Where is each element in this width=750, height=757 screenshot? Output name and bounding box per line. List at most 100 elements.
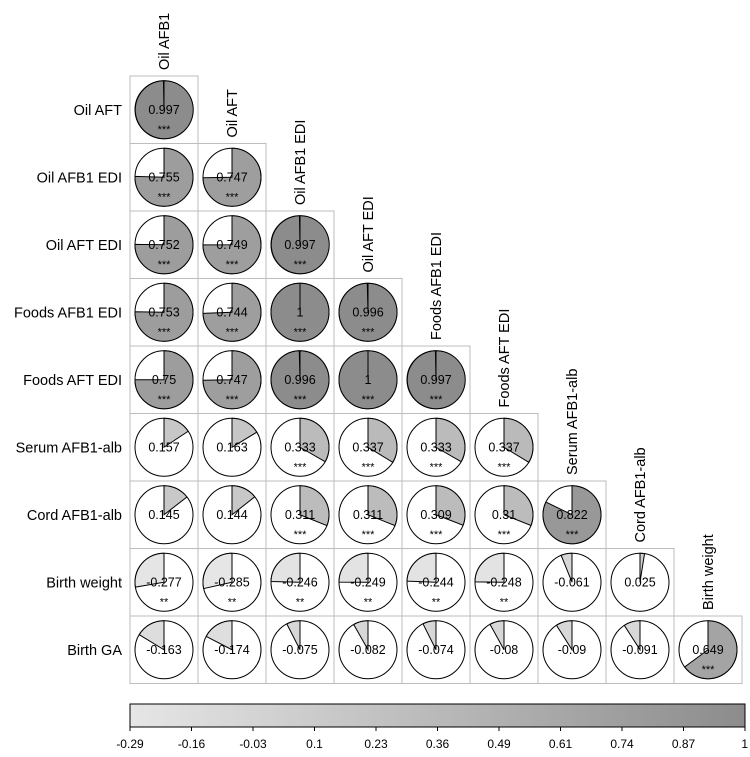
correlation-value-label: -0.091 [622, 643, 657, 657]
pie-wedge [286, 620, 301, 650]
significance-label: *** [226, 191, 240, 203]
cell-birth-ga-serum-afb1-alb: -0.09 [542, 620, 602, 680]
correlation-value-label: 0.333 [284, 440, 315, 454]
pie-wedge [639, 552, 646, 583]
pie-wedge [231, 485, 256, 516]
pie-wedge [163, 417, 189, 449]
colorbar-tick-label: -0.29 [116, 737, 144, 751]
cell-cord-afb1-alb-oil-afb1-edi: 0.311 *** [270, 485, 330, 545]
pie-wedge [202, 552, 233, 590]
cell-birth-ga-birth-weight: 0.649 *** [678, 620, 738, 680]
correlation-value-label: 0.333 [420, 440, 451, 454]
significance-label: ** [160, 596, 169, 608]
pie-wedge [270, 350, 330, 410]
cell-foods-afb1-edi-oil-aft-edi: 0.996 *** [338, 282, 398, 342]
correlation-value-label: 0.749 [216, 238, 247, 252]
pie-wedge [163, 485, 188, 516]
correlation-value-label: 1 [297, 305, 304, 319]
correlation-value-label: 1 [365, 373, 372, 387]
cell-birth-weight-oil-afb1-edi: -0.246 ** [270, 552, 330, 612]
cell-birth-ga-foods-aft-edi: -0.08 [474, 620, 534, 680]
correlation-value-label: 0.025 [624, 575, 655, 589]
cell-foods-afb1-edi-oil-afb1-edi: 1 *** [270, 282, 330, 342]
pie-wedge [683, 620, 738, 680]
significance-label: *** [362, 529, 376, 541]
pie-wedge [406, 552, 437, 583]
pie-wedge [299, 485, 330, 527]
significance-label: *** [158, 326, 172, 338]
correlation-value-label: 0.747 [216, 373, 247, 387]
pie-wedge [202, 215, 262, 275]
cell-oil-aft-oil-afb1: 0.997 *** [134, 80, 194, 140]
pie-wedge [134, 552, 165, 588]
cell-cord-afb1-alb-serum-afb1-alb: 0.822 *** [542, 485, 602, 545]
significance-label: *** [362, 461, 376, 473]
correlation-value-label: -0.249 [350, 575, 385, 589]
row-label-birth-weight: Birth weight [46, 575, 122, 591]
row-label-cord-afb1-alb: Cord AFB1-alb [27, 508, 122, 524]
pie-wedge [202, 282, 262, 342]
colorbar-tick-label: 1 [741, 737, 748, 751]
pie-wedge [231, 417, 258, 449]
cell-birth-ga-foods-afb1-edi: -0.074 [406, 620, 466, 680]
pie-wedge [406, 350, 466, 410]
pie-wedge [555, 620, 573, 652]
correlation-value-label: -0.277 [146, 575, 181, 589]
cell-birth-weight-oil-afb1: -0.277 ** [134, 552, 194, 612]
cell-birth-ga-oil-afb1: -0.163 [134, 620, 194, 680]
cell-birth-weight-foods-aft-edi: -0.248 ** [474, 552, 534, 612]
correlation-value-label: 0.311 [353, 508, 383, 522]
pie-wedge [542, 485, 602, 545]
correlation-value-label: 0.309 [420, 508, 451, 522]
colorbar-tick-label: -0.03 [239, 737, 267, 751]
correlation-value-label: 0.337 [488, 440, 519, 454]
correlation-value-label: -0.075 [282, 643, 317, 657]
label-layer: Oil AFT Oil AFB1 EDI Oil AFT EDI Foods AFB1… [14, 13, 717, 659]
cell-birth-weight-serum-afb1-alb: -0.061 [542, 552, 602, 612]
row-label-birth-ga: Birth GA [67, 643, 122, 659]
significance-label: *** [158, 259, 172, 271]
colorbar-tick-label: 0.23 [364, 737, 388, 751]
cell-foods-aft-edi-oil-afb1-edi: 0.996 *** [270, 350, 330, 410]
cell-cord-afb1-alb-oil-afb1: 0.145 [134, 485, 194, 545]
pie-wedge [503, 485, 534, 527]
pie-wedge [435, 417, 466, 463]
correlation-value-label: 0.145 [148, 508, 179, 522]
pie-wedge [503, 417, 534, 464]
correlation-value-label: -0.244 [418, 575, 453, 589]
column-label-oil-afb1-edi: Oil AFB1 EDI [293, 120, 309, 205]
pie-wedge [134, 80, 194, 140]
colorbar-gradient [129, 703, 746, 728]
pie-wedge [435, 485, 466, 526]
significance-label: ** [228, 596, 237, 608]
column-label-foods-afb1-edi: Foods AFB1 EDI [429, 232, 445, 340]
correlation-value-label: -0.246 [282, 575, 317, 589]
pie-wedge [205, 620, 233, 651]
correlation-value-label: 0.75 [152, 373, 176, 387]
significance-label: *** [430, 461, 444, 473]
correlation-value-label: 0.311 [285, 508, 315, 522]
cell-foods-aft-edi-oil-aft: 0.747 *** [202, 350, 262, 410]
correlation-value-label: -0.074 [418, 643, 453, 657]
correlation-value-label: -0.248 [486, 575, 521, 589]
correlation-value-label: 0.822 [556, 508, 587, 522]
cell-cord-afb1-alb-oil-aft: 0.144 [202, 485, 262, 545]
colorbar-tick-label: 0.36 [426, 737, 450, 751]
cell-oil-afb1-edi-oil-aft: 0.747 *** [202, 147, 262, 207]
significance-label: ** [364, 596, 373, 608]
cell-serum-afb1-alb-oil-aft: 0.163 [202, 417, 262, 477]
significance-label: *** [498, 461, 512, 473]
cell-birth-ga-birth-weight-frame [673, 615, 743, 684]
correlation-value-label: 0.753 [148, 305, 179, 319]
significance-label: *** [294, 461, 308, 473]
correlation-value-label: -0.061 [554, 575, 589, 589]
colorbar-tick-label: 0.1 [306, 737, 323, 751]
cell-birth-ga-oil-aft: -0.174 [202, 620, 262, 680]
colorbar: -0.29 -0.16 -0.03 0.1 0.23 0.36 0.49 0.61 0.74 0.… [116, 703, 748, 751]
significance-label: *** [294, 529, 308, 541]
significance-label: *** [498, 529, 512, 541]
pie-wedge [560, 552, 573, 583]
cell-oil-afb1-edi-oil-afb1: 0.755 *** [134, 147, 194, 207]
column-label-oil-aft-edi: Oil AFT EDI [361, 196, 377, 272]
